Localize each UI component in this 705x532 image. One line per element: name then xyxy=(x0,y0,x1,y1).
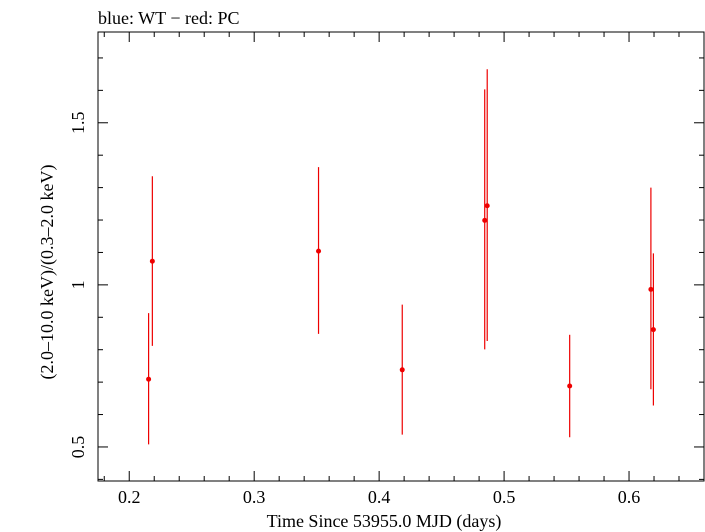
data-point xyxy=(650,327,656,333)
y-axis-label: (2.0–10.0 keV)/(0.3–2.0 keV) xyxy=(37,165,58,380)
data-point xyxy=(648,286,654,292)
x-tick-label: 0.5 xyxy=(493,487,516,507)
y-axis-ticks: 0.5 1 1.5 xyxy=(68,57,704,480)
x-tick-label: 0.6 xyxy=(618,487,641,507)
data-point xyxy=(316,248,322,254)
data-point xyxy=(399,367,405,373)
x-axis-label: Time Since 53955.0 MJD (days) xyxy=(267,511,502,532)
data-point xyxy=(149,258,155,264)
data-point xyxy=(146,376,152,382)
x-tick-label: 0.3 xyxy=(243,487,266,507)
data-point xyxy=(482,217,488,223)
x-axis-ticks: 0.2 0.3 0.4 0.5 0.6 xyxy=(103,32,705,507)
y-tick-label: 0.5 xyxy=(68,436,88,459)
y-tick-label: 1.5 xyxy=(68,112,88,134)
chart-title: blue: WT − red: PC xyxy=(98,8,239,28)
y-tick-label: 1 xyxy=(68,280,88,289)
x-tick-label: 0.2 xyxy=(118,487,141,507)
data-point xyxy=(567,383,573,389)
x-tick-label: 0.4 xyxy=(368,487,391,507)
data-points xyxy=(146,69,656,445)
data-point xyxy=(484,203,490,209)
plot-frame xyxy=(97,31,705,482)
